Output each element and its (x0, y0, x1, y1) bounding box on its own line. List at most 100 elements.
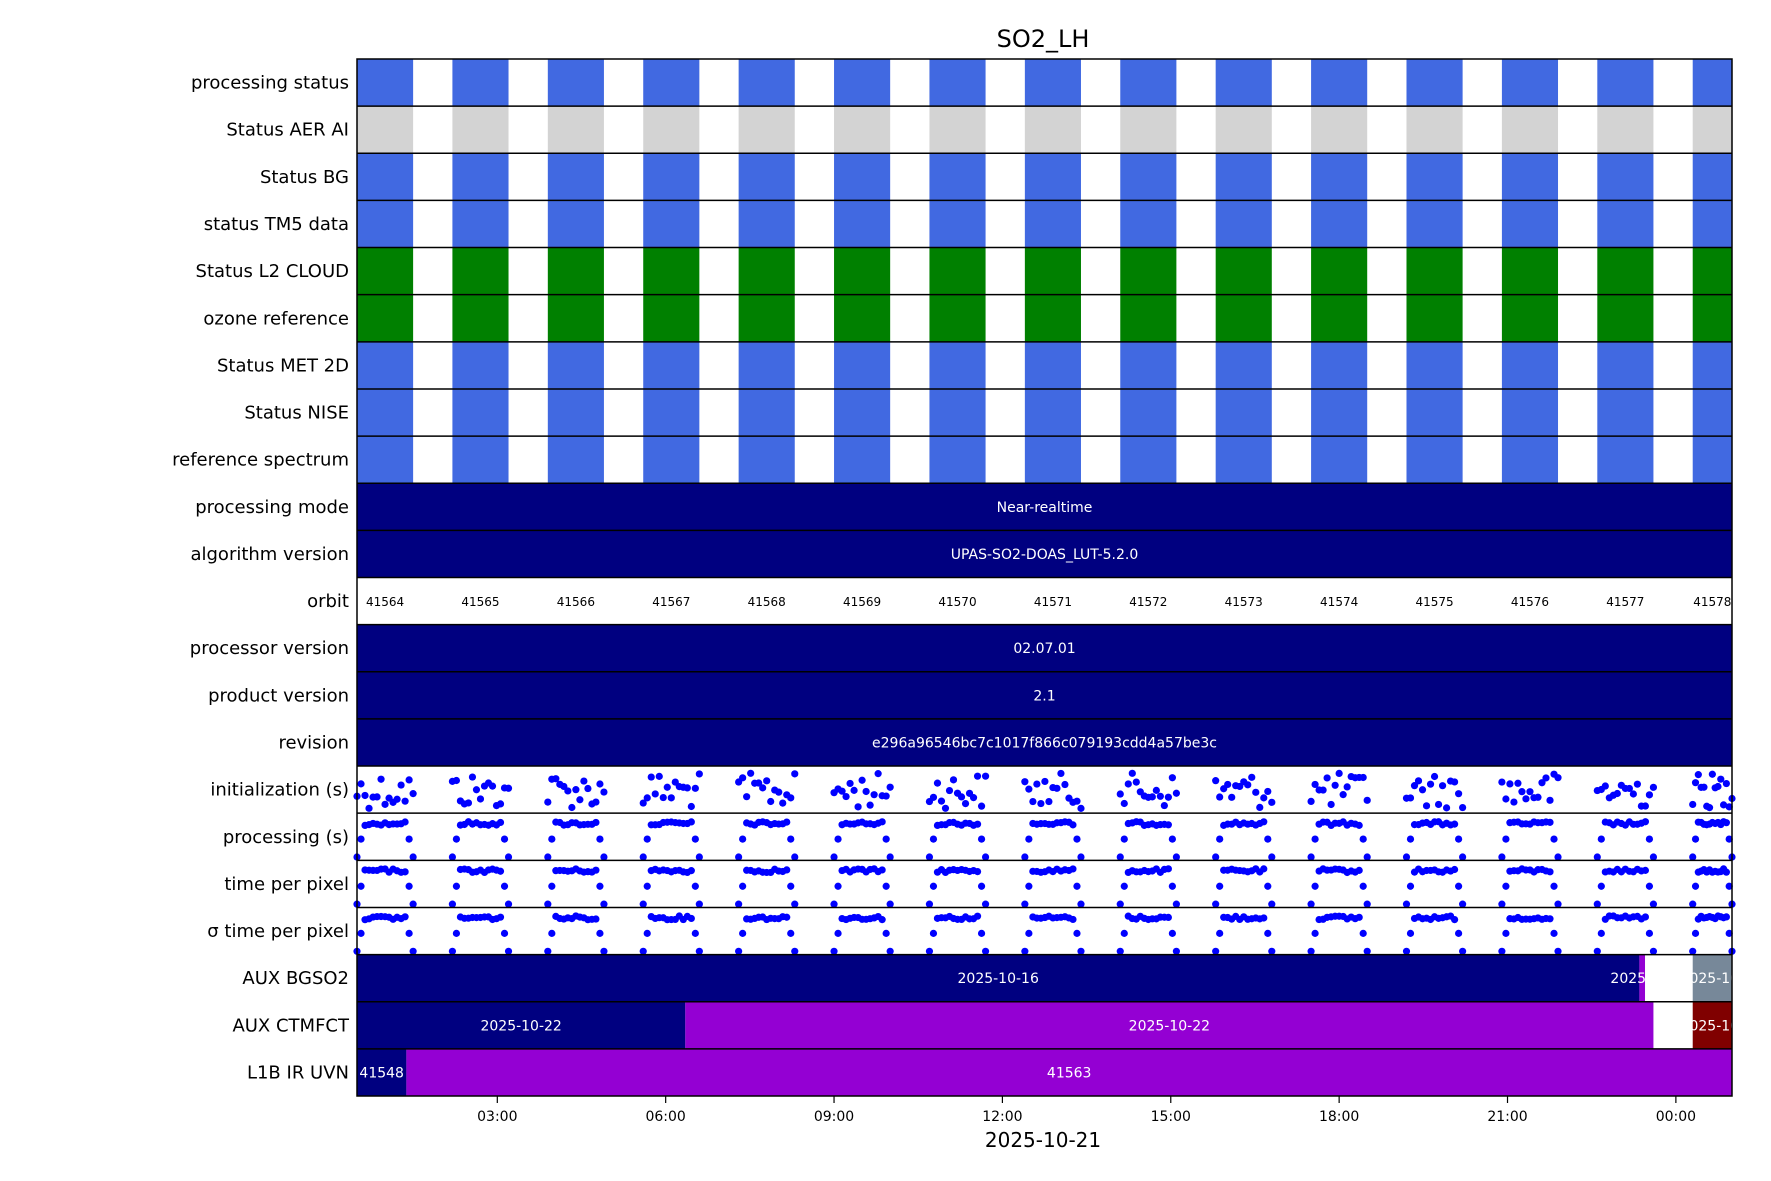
scatter-point (1268, 947, 1276, 955)
scatter-point (1450, 820, 1459, 828)
row-19: AUX BGSO2 2025-10-16 2025-10- 2025-10- (242, 954, 1745, 1002)
scatter-point (1307, 797, 1315, 805)
status-block (1692, 106, 1732, 154)
scatter-point (643, 794, 651, 802)
scatter-point (655, 772, 663, 780)
scatter-point (405, 835, 413, 843)
row-label: processing mode (195, 497, 349, 518)
scatter-point (373, 793, 381, 801)
scatter-point (977, 835, 986, 843)
scatter-point (1649, 853, 1658, 861)
scatter-point (1450, 778, 1459, 786)
scatter-point (1550, 882, 1558, 890)
status-block (1597, 153, 1654, 201)
scatter-point (381, 800, 389, 808)
row-4: Status L2 CLOUD (196, 247, 1732, 295)
row-10: algorithm version UPAS-SO2-DOAS_LUT-5.2.0 (190, 530, 1732, 578)
row-1: Status AER AI (226, 106, 1732, 154)
scatter-point (925, 947, 934, 955)
band-segment-label: 2025-10- (1681, 971, 1745, 987)
scatter-point (1498, 947, 1506, 955)
scatter-point (1689, 800, 1697, 809)
scatter-point (830, 947, 838, 955)
scatter-point (504, 853, 513, 861)
scatter-point (1212, 900, 1220, 908)
scatter-point (1025, 882, 1033, 890)
scatter-point (1554, 853, 1562, 861)
scatter-point (1216, 835, 1224, 843)
scatter-point (787, 929, 795, 937)
orbit-number: 41567 (652, 595, 690, 609)
row-label: orbit (307, 591, 349, 612)
scatter-point (937, 797, 946, 805)
scatter-point (1331, 781, 1339, 789)
x-tick-label: 06:00 (645, 1109, 685, 1125)
scatter-point (1601, 782, 1609, 790)
status-block (357, 436, 414, 484)
status-block (1692, 294, 1732, 342)
band-segment-label: UPAS-SO2-DOAS_LUT-5.2.0 (951, 547, 1138, 563)
scatter-point (1041, 777, 1049, 786)
status-block (1024, 294, 1081, 342)
scatter-point (1597, 882, 1605, 890)
status-block (643, 436, 700, 484)
x-tick-label: 09:00 (814, 1109, 854, 1125)
row-16: processing (s) (223, 813, 1736, 861)
row-label: Status AER AI (226, 120, 349, 141)
scatter-point (1077, 853, 1085, 861)
status-block (1120, 388, 1177, 437)
scatter-point (496, 800, 505, 808)
scatter-point (739, 929, 747, 937)
status-block (1597, 200, 1654, 248)
scatter-point (1212, 777, 1220, 785)
scatter-point (1168, 929, 1176, 937)
scatter-point (1708, 770, 1716, 778)
status-block (1311, 294, 1368, 342)
status-block (1406, 59, 1463, 107)
status-block (738, 247, 795, 295)
row-label: initialization (s) (210, 780, 349, 801)
scatter-point (643, 835, 651, 843)
scatter-point (592, 915, 600, 923)
status-block (1501, 153, 1559, 201)
status-block (1597, 388, 1654, 437)
status-block (547, 436, 604, 484)
scatter-point (464, 799, 473, 807)
status-block (929, 153, 986, 201)
scatter-point (834, 835, 842, 843)
scatter-point (1705, 804, 1714, 812)
scatter-point (929, 929, 938, 937)
orbit-number: 41564 (366, 595, 404, 609)
scatter-point (548, 929, 556, 937)
scatter-point (886, 947, 894, 955)
status-block (1024, 388, 1081, 437)
scatter-point (1307, 900, 1315, 908)
scatter-point (1455, 835, 1463, 843)
scatter-point (1116, 900, 1124, 908)
status-block (1215, 436, 1272, 484)
scatter-point (1077, 947, 1085, 955)
scatter-point (1029, 797, 1037, 806)
row-label: L1B IR UVN (247, 1062, 349, 1083)
scatter-point (568, 803, 576, 812)
scatter-point (830, 900, 838, 908)
band-segment-label: Near-realtime (997, 500, 1093, 516)
status-block (1024, 200, 1081, 248)
scatter-point (834, 929, 842, 937)
scatter-point (1430, 772, 1439, 781)
scatter-point (639, 947, 647, 955)
scatter-point (643, 882, 651, 890)
status-block (1311, 200, 1368, 248)
scatter-point (1311, 882, 1319, 890)
scatter-point (783, 818, 791, 826)
scatter-point (981, 947, 990, 955)
scatter-point (945, 786, 954, 795)
scatter-point (1164, 793, 1172, 801)
scatter-point (405, 882, 413, 890)
scatter-point (1116, 853, 1124, 861)
scatter-point (1498, 853, 1506, 861)
scatter-point (691, 835, 699, 843)
scatter-point (739, 882, 747, 890)
scatter-point (1725, 882, 1733, 890)
status-block (1215, 153, 1272, 201)
